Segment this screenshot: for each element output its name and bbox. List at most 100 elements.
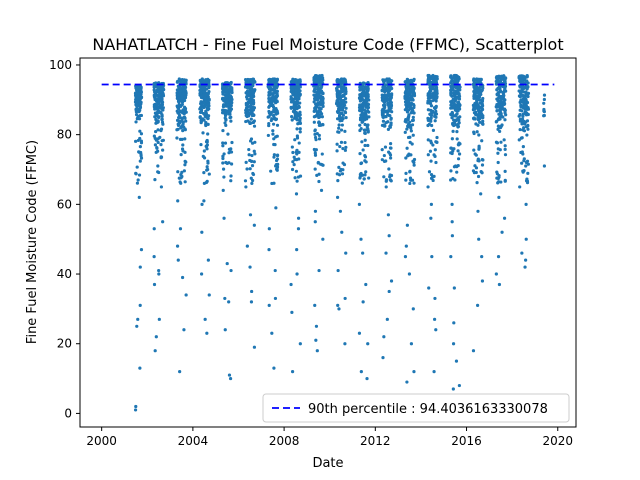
- data-point: [182, 115, 186, 119]
- data-point: [179, 153, 183, 157]
- data-point: [154, 129, 158, 134]
- data-point: [180, 137, 184, 141]
- data-point: [275, 157, 280, 161]
- data-point: [524, 202, 528, 206]
- data-point: [454, 97, 458, 101]
- data-point: [405, 223, 409, 227]
- data-point: [267, 115, 271, 119]
- data-point: [251, 98, 256, 102]
- data-point: [434, 109, 438, 114]
- data-point: [295, 148, 299, 152]
- data-point: [341, 101, 345, 105]
- data-point: [476, 303, 480, 307]
- data-point: [403, 80, 407, 84]
- data-point: [389, 173, 394, 178]
- data-point: [472, 116, 476, 120]
- data-point: [481, 122, 485, 126]
- data-point: [226, 103, 230, 107]
- data-point: [313, 129, 317, 133]
- data-point: [412, 370, 416, 374]
- data-point: [522, 76, 526, 81]
- data-point: [249, 176, 253, 180]
- data-point: [138, 103, 142, 107]
- data-point: [155, 104, 159, 108]
- data-point: [452, 94, 456, 98]
- data-point: [139, 248, 144, 252]
- data-point: [320, 115, 324, 119]
- data-point: [409, 94, 414, 98]
- data-point: [457, 152, 462, 156]
- legend-label: 90th percentile : 94.4036163330078: [308, 402, 548, 417]
- data-point: [270, 331, 274, 335]
- data-point: [476, 174, 481, 179]
- data-point: [503, 87, 507, 91]
- y-axis-label: Fine Fuel Moisture Code (FFMC): [25, 140, 40, 344]
- data-point: [138, 159, 142, 163]
- data-point: [480, 279, 485, 283]
- y-tick-label: 100: [49, 58, 72, 72]
- data-point: [477, 133, 481, 137]
- data-point: [296, 175, 301, 179]
- data-point: [313, 167, 317, 171]
- data-point: [157, 170, 161, 175]
- data-point: [152, 282, 157, 287]
- data-point: [298, 101, 302, 105]
- data-point: [450, 234, 454, 238]
- data-point: [225, 99, 229, 103]
- data-point: [317, 121, 321, 125]
- data-point: [270, 181, 274, 186]
- data-point: [178, 227, 183, 231]
- data-point: [183, 98, 187, 103]
- data-point: [202, 118, 206, 122]
- data-point: [449, 92, 453, 97]
- data-point: [293, 176, 297, 180]
- data-point: [520, 161, 524, 165]
- data-point: [199, 91, 203, 95]
- data-point: [408, 124, 412, 128]
- data-point: [267, 121, 271, 126]
- data-point: [157, 268, 161, 273]
- data-point: [426, 138, 430, 142]
- data-point: [247, 147, 251, 152]
- data-point: [252, 124, 257, 128]
- scatter-points: [133, 73, 547, 412]
- data-point: [382, 100, 386, 104]
- x-axis: 2000 2004 2008 2012 2016 2020: [86, 427, 573, 448]
- data-point: [389, 116, 393, 120]
- data-point: [293, 138, 297, 142]
- data-point: [405, 106, 409, 110]
- data-point: [430, 123, 434, 128]
- data-point: [363, 122, 367, 127]
- data-point: [357, 202, 361, 206]
- data-point: [366, 342, 370, 346]
- data-point: [435, 91, 439, 96]
- data-point: [221, 156, 225, 161]
- data-point: [458, 142, 462, 146]
- data-point: [335, 142, 339, 146]
- data-point: [449, 113, 453, 117]
- data-point: [204, 121, 208, 125]
- data-point: [522, 119, 526, 124]
- data-point: [274, 117, 279, 121]
- data-point: [243, 179, 248, 183]
- data-point: [427, 170, 432, 174]
- data-point: [525, 87, 529, 91]
- data-point: [135, 165, 139, 169]
- data-point: [480, 106, 484, 110]
- data-point: [518, 185, 522, 189]
- data-point: [480, 98, 485, 102]
- data-point: [335, 117, 340, 121]
- data-point: [381, 356, 385, 360]
- data-point: [206, 114, 210, 118]
- data-point: [156, 140, 160, 145]
- data-point: [365, 91, 369, 95]
- data-point: [290, 115, 294, 119]
- data-point: [204, 123, 208, 128]
- data-point: [479, 192, 483, 196]
- data-point: [205, 147, 209, 151]
- data-point: [361, 148, 365, 152]
- data-point: [273, 268, 277, 273]
- data-point: [200, 272, 204, 276]
- data-point: [201, 111, 206, 116]
- data-point: [251, 108, 255, 112]
